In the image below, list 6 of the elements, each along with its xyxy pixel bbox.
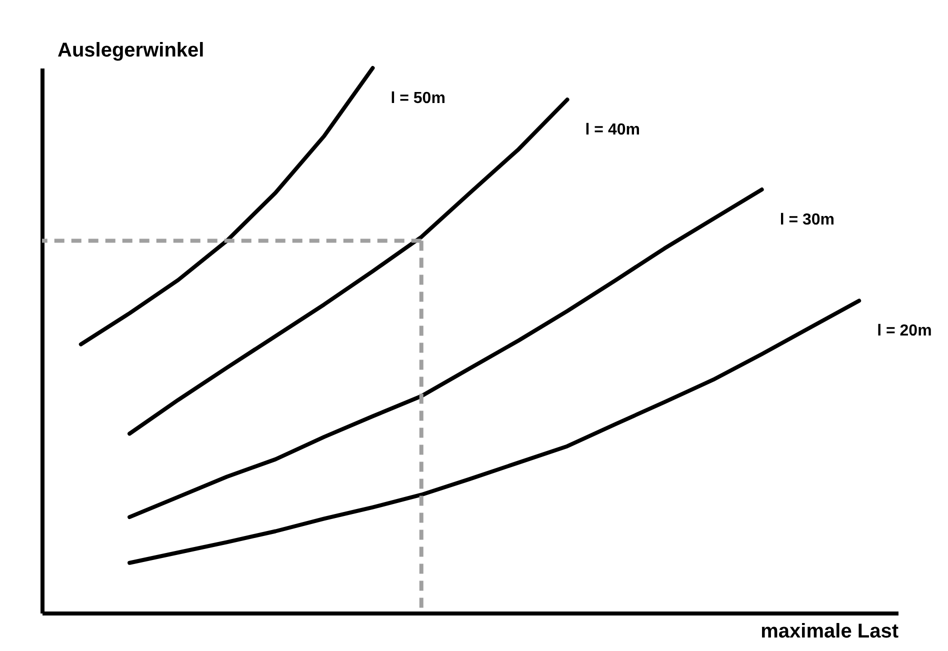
series-label: l = 40m: [585, 122, 640, 139]
series-label: l = 30m: [780, 212, 835, 229]
y-axis-title: Auslegerwinkel: [58, 40, 204, 62]
series-label: l = 20m: [877, 322, 932, 340]
x-axis-title: maximale Last: [760, 620, 899, 642]
series-label: l = 50m: [390, 90, 446, 107]
